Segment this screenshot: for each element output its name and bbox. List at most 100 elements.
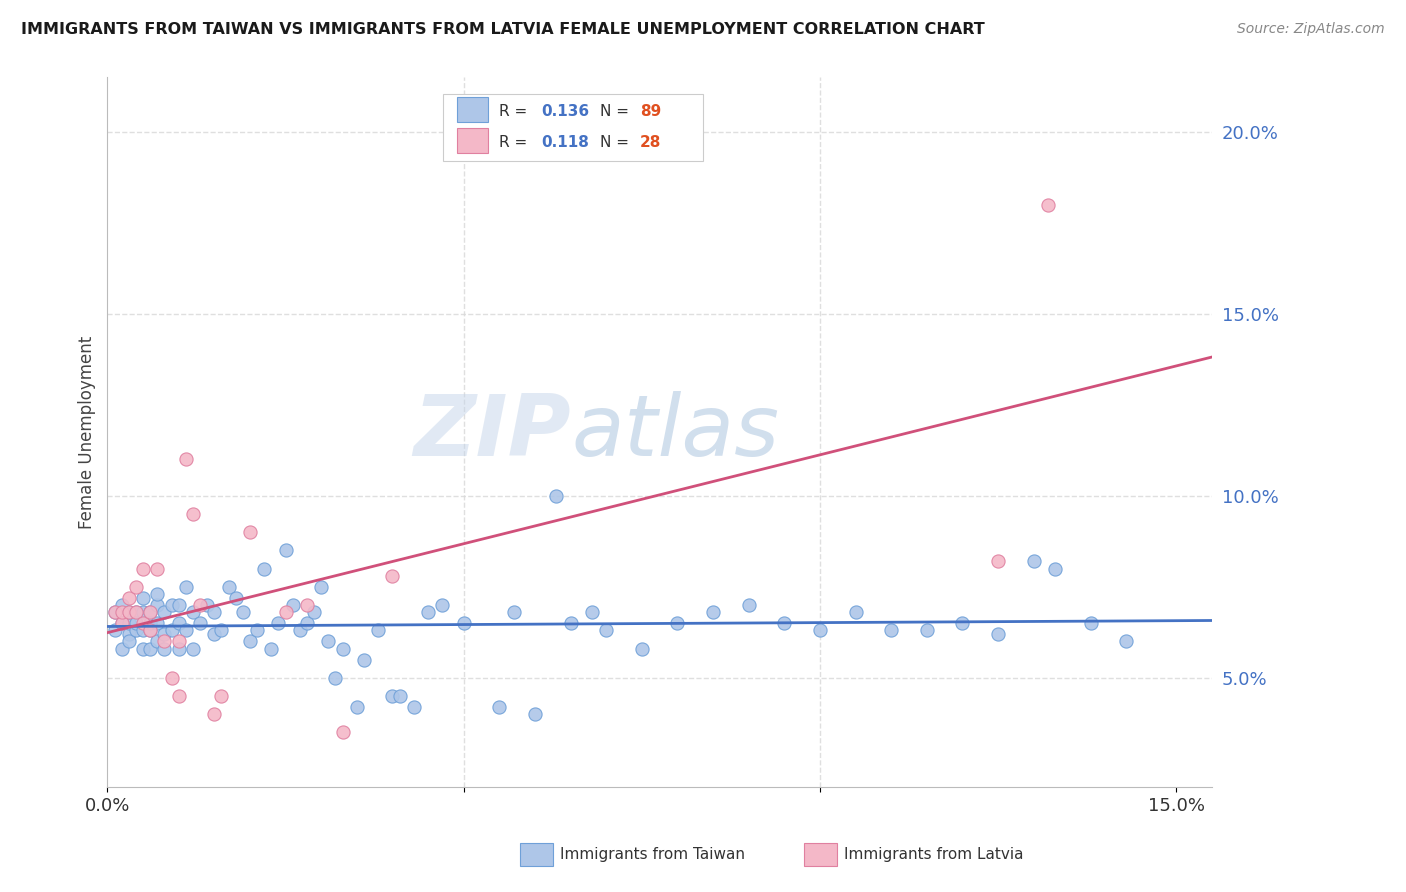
Text: N =: N = (600, 136, 634, 150)
Immigrants from Taiwan (132, 641, 155, 656)
Immigrants from Taiwan (167, 641, 190, 656)
Immigrants from Latvia (139, 605, 162, 619)
Immigrants from Taiwan (146, 634, 169, 648)
Immigrants from Taiwan (132, 605, 155, 619)
Text: Source: ZipAtlas.com: Source: ZipAtlas.com (1237, 22, 1385, 37)
Immigrants from Taiwan (188, 616, 211, 631)
Immigrants from Taiwan (453, 616, 475, 631)
Immigrants from Taiwan (302, 605, 325, 619)
Immigrants from Taiwan (125, 616, 148, 631)
Immigrants from Taiwan (987, 627, 1010, 641)
Immigrants from Latvia (160, 671, 183, 685)
Text: atlas: atlas (571, 391, 779, 474)
Text: N =: N = (600, 104, 634, 119)
Immigrants from Taiwan (952, 616, 974, 631)
Immigrants from Taiwan (630, 641, 652, 656)
Immigrants from Taiwan (288, 624, 311, 638)
Immigrants from Latvia (103, 605, 125, 619)
Immigrants from Taiwan (118, 627, 141, 641)
Immigrants from Taiwan (246, 624, 269, 638)
Immigrants from Latvia (295, 598, 318, 612)
Immigrants from Taiwan (218, 580, 240, 594)
Text: Immigrants from Taiwan: Immigrants from Taiwan (560, 847, 745, 862)
Immigrants from Taiwan (353, 652, 375, 666)
Immigrants from Taiwan (125, 624, 148, 638)
Immigrants from Taiwan (111, 616, 134, 631)
Immigrants from Taiwan (666, 616, 689, 631)
Immigrants from Latvia (118, 591, 141, 605)
Immigrants from Taiwan (388, 689, 411, 703)
Immigrants from Latvia (132, 616, 155, 631)
Immigrants from Latvia (167, 689, 190, 703)
Immigrants from Latvia (146, 561, 169, 575)
Immigrants from Latvia (274, 605, 297, 619)
Immigrants from Taiwan (274, 543, 297, 558)
Immigrants from Taiwan (139, 605, 162, 619)
Immigrants from Taiwan (125, 605, 148, 619)
Immigrants from Taiwan (132, 591, 155, 605)
Immigrants from Latvia (125, 580, 148, 594)
Immigrants from Taiwan (253, 561, 276, 575)
Immigrants from Taiwan (523, 707, 546, 722)
Immigrants from Taiwan (880, 624, 903, 638)
Immigrants from Taiwan (546, 489, 568, 503)
Text: IMMIGRANTS FROM TAIWAN VS IMMIGRANTS FROM LATVIA FEMALE UNEMPLOYMENT CORRELATION: IMMIGRANTS FROM TAIWAN VS IMMIGRANTS FRO… (21, 22, 984, 37)
Immigrants from Taiwan (153, 605, 176, 619)
Immigrants from Taiwan (281, 598, 304, 612)
Immigrants from Latvia (111, 605, 134, 619)
Immigrants from Taiwan (146, 616, 169, 631)
Immigrants from Taiwan (202, 605, 225, 619)
Immigrants from Latvia (1036, 198, 1059, 212)
Immigrants from Latvia (381, 569, 404, 583)
Immigrants from Taiwan (260, 641, 283, 656)
Immigrants from Taiwan (316, 634, 339, 648)
Immigrants from Latvia (132, 561, 155, 575)
Immigrants from Taiwan (139, 624, 162, 638)
Immigrants from Taiwan (146, 598, 169, 612)
Immigrants from Taiwan (488, 699, 510, 714)
Immigrants from Taiwan (239, 634, 262, 648)
Immigrants from Taiwan (432, 598, 454, 612)
Immigrants from Taiwan (139, 616, 162, 631)
Immigrants from Taiwan (139, 641, 162, 656)
Immigrants from Taiwan (309, 580, 332, 594)
Immigrants from Taiwan (103, 624, 125, 638)
Immigrants from Taiwan (174, 580, 197, 594)
Immigrants from Taiwan (146, 587, 169, 601)
Immigrants from Taiwan (1022, 554, 1045, 568)
Immigrants from Latvia (202, 707, 225, 722)
Immigrants from Taiwan (103, 605, 125, 619)
Immigrants from Taiwan (267, 616, 290, 631)
Text: 28: 28 (640, 136, 661, 150)
Immigrants from Taiwan (773, 616, 796, 631)
Immigrants from Latvia (332, 725, 354, 739)
Immigrants from Taiwan (416, 605, 439, 619)
Immigrants from Latvia (181, 507, 204, 521)
Immigrants from Taiwan (915, 624, 938, 638)
Immigrants from Taiwan (118, 634, 141, 648)
Immigrants from Taiwan (808, 624, 831, 638)
Immigrants from Latvia (209, 689, 232, 703)
Text: 89: 89 (640, 104, 661, 119)
Immigrants from Taiwan (181, 605, 204, 619)
Immigrants from Latvia (139, 624, 162, 638)
Immigrants from Taiwan (174, 624, 197, 638)
Immigrants from Taiwan (332, 641, 354, 656)
Immigrants from Latvia (167, 634, 190, 648)
Immigrants from Taiwan (737, 598, 759, 612)
Text: 0.136: 0.136 (541, 104, 589, 119)
Immigrants from Taiwan (160, 598, 183, 612)
Immigrants from Taiwan (595, 624, 617, 638)
Immigrants from Taiwan (702, 605, 724, 619)
Immigrants from Taiwan (1080, 616, 1102, 631)
Immigrants from Taiwan (195, 598, 218, 612)
Text: ZIP: ZIP (413, 391, 571, 474)
Immigrants from Taiwan (153, 627, 176, 641)
Text: 0.118: 0.118 (541, 136, 589, 150)
Immigrants from Taiwan (209, 624, 232, 638)
Immigrants from Taiwan (381, 689, 404, 703)
Immigrants from Taiwan (160, 624, 183, 638)
Immigrants from Taiwan (132, 624, 155, 638)
Y-axis label: Female Unemployment: Female Unemployment (79, 335, 96, 529)
Immigrants from Latvia (118, 605, 141, 619)
